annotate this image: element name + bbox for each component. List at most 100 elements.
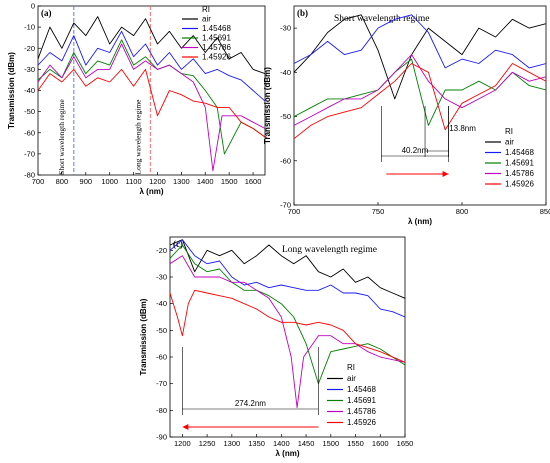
panel-letter: (a) bbox=[41, 8, 52, 18]
series-line bbox=[294, 14, 546, 69]
y-axis-label: Transmission (dBm) bbox=[139, 298, 148, 375]
span-label: 13.8nm bbox=[449, 124, 476, 133]
plot-area bbox=[294, 14, 546, 140]
legend-label: 1.45786 bbox=[202, 43, 231, 52]
y-tick-label: -40 bbox=[24, 86, 35, 95]
x-tick-label: 1600 bbox=[372, 439, 389, 448]
x-tick-label: 1450 bbox=[298, 439, 315, 448]
panel-a: 700 800 900 1000 1100 1200 1300 1400 1500 1600 0 -1… bbox=[7, 2, 266, 196]
y-tick-label: -60 bbox=[280, 156, 291, 165]
x-tick-label: 1250 bbox=[199, 439, 216, 448]
x-tick-label: 700 bbox=[288, 207, 301, 216]
y-tick-label: -20 bbox=[156, 246, 167, 255]
regime-label: Long wavelength regime bbox=[133, 99, 142, 175]
y-tick-label: -60 bbox=[156, 353, 167, 362]
series-line bbox=[38, 16, 265, 75]
series-line bbox=[170, 244, 405, 385]
y-tick-label: -30 bbox=[24, 65, 35, 74]
span-label: 40.2nm bbox=[402, 146, 429, 155]
legend-label: 1.45926 bbox=[505, 180, 534, 189]
legend-label: 1.45786 bbox=[347, 407, 376, 416]
x-tick-label: 1400 bbox=[273, 439, 290, 448]
legend-title: RI bbox=[505, 127, 513, 136]
plot-frame bbox=[37, 5, 266, 176]
span-label: 274.2nm bbox=[235, 399, 266, 408]
x-tick-label: 750 bbox=[372, 207, 385, 216]
x-tick-label: 1500 bbox=[322, 439, 339, 448]
x-tick-label: 900 bbox=[80, 177, 93, 186]
x-tick-label: 850 bbox=[540, 207, 550, 216]
legend-title: RI bbox=[347, 363, 355, 372]
legend-label: 1.45468 bbox=[202, 24, 231, 33]
y-tick-label: -30 bbox=[280, 24, 291, 33]
x-tick-label: 1100 bbox=[126, 177, 142, 186]
x-tick-label: 800 bbox=[56, 177, 69, 186]
regime-label: Short wavelength regime bbox=[57, 99, 66, 175]
plot-frame bbox=[169, 236, 406, 438]
series-line bbox=[294, 63, 546, 140]
legend-label: 1.45468 bbox=[347, 385, 376, 394]
legend-label: 1.45691 bbox=[505, 159, 534, 168]
series-line bbox=[294, 14, 546, 100]
legend-label: air bbox=[505, 138, 514, 147]
x-axis-label: λ (nm) bbox=[408, 217, 432, 226]
panel-title: Long wavelength regime bbox=[282, 245, 377, 255]
series-line bbox=[38, 30, 265, 102]
x-tick-label: 1550 bbox=[347, 439, 364, 448]
panel-b: 700 750 800 850 -30 -40 -50 -60 -70 λ (nm) Transmi… bbox=[263, 5, 550, 226]
y-tick-label: -40 bbox=[280, 68, 291, 77]
panel-letter: (b) bbox=[297, 8, 308, 18]
plot-area bbox=[38, 16, 265, 172]
series-line bbox=[38, 43, 265, 172]
legend-label: 1.45926 bbox=[347, 418, 376, 427]
y-tick-label: -30 bbox=[156, 273, 167, 282]
y-tick-label: -50 bbox=[156, 326, 167, 335]
series-line bbox=[170, 255, 405, 409]
panel-c: 1200 1250 1300 1350 1400 1450 1500 1550 1600 1650… bbox=[139, 236, 414, 458]
x-tick-label: 1500 bbox=[221, 177, 238, 186]
y-tick-label: -70 bbox=[156, 379, 167, 388]
plot-area bbox=[170, 239, 405, 409]
x-tick-label: 1300 bbox=[223, 439, 240, 448]
y-tick-label: -20 bbox=[24, 44, 35, 53]
x-axis-label: λ (nm) bbox=[140, 187, 164, 196]
x-tick-label: 700 bbox=[32, 177, 45, 186]
y-tick-label: -50 bbox=[24, 107, 35, 116]
series-line bbox=[170, 239, 405, 318]
y-tick-label: -50 bbox=[280, 112, 291, 121]
x-axis-label: λ (nm) bbox=[276, 449, 300, 458]
x-tick-label: 1300 bbox=[173, 177, 190, 186]
series-line bbox=[170, 239, 405, 299]
y-tick-label: -70 bbox=[24, 149, 35, 158]
legend-label: 1.45691 bbox=[347, 396, 376, 405]
x-tick-label: 1600 bbox=[245, 177, 262, 186]
legend-label: 1.45691 bbox=[202, 34, 231, 43]
x-tick-label: 800 bbox=[456, 207, 469, 216]
legend-label: air bbox=[202, 15, 211, 24]
x-tick-label: 1200 bbox=[174, 439, 191, 448]
legend-label: 1.45926 bbox=[202, 53, 231, 62]
x-tick-label: 1400 bbox=[197, 177, 214, 186]
y-tick-label: -80 bbox=[156, 406, 167, 415]
plot-frame bbox=[293, 5, 547, 206]
x-tick-label: 1350 bbox=[248, 439, 265, 448]
legend-label: 1.45786 bbox=[505, 169, 534, 178]
legend-label: air bbox=[347, 374, 356, 383]
y-tick-label: -70 bbox=[280, 201, 291, 210]
series-line bbox=[38, 68, 265, 138]
y-tick-label: -80 bbox=[24, 171, 35, 180]
y-tick-label: -40 bbox=[156, 299, 167, 308]
y-tick-label: 0 bbox=[31, 2, 35, 11]
y-tick-label: -90 bbox=[156, 433, 167, 442]
y-tick-label: -60 bbox=[24, 128, 35, 137]
shift-arrow-head bbox=[442, 171, 449, 177]
y-axis-label: Transmission (dBm) bbox=[7, 52, 16, 129]
series-line bbox=[38, 39, 265, 155]
series-line bbox=[170, 289, 405, 363]
y-tick-label: -10 bbox=[24, 23, 35, 32]
x-tick-label: 1650 bbox=[397, 439, 414, 448]
legend-title: RI bbox=[202, 5, 210, 14]
legend-label: 1.45468 bbox=[505, 148, 534, 157]
x-tick-label: 1000 bbox=[101, 177, 118, 186]
